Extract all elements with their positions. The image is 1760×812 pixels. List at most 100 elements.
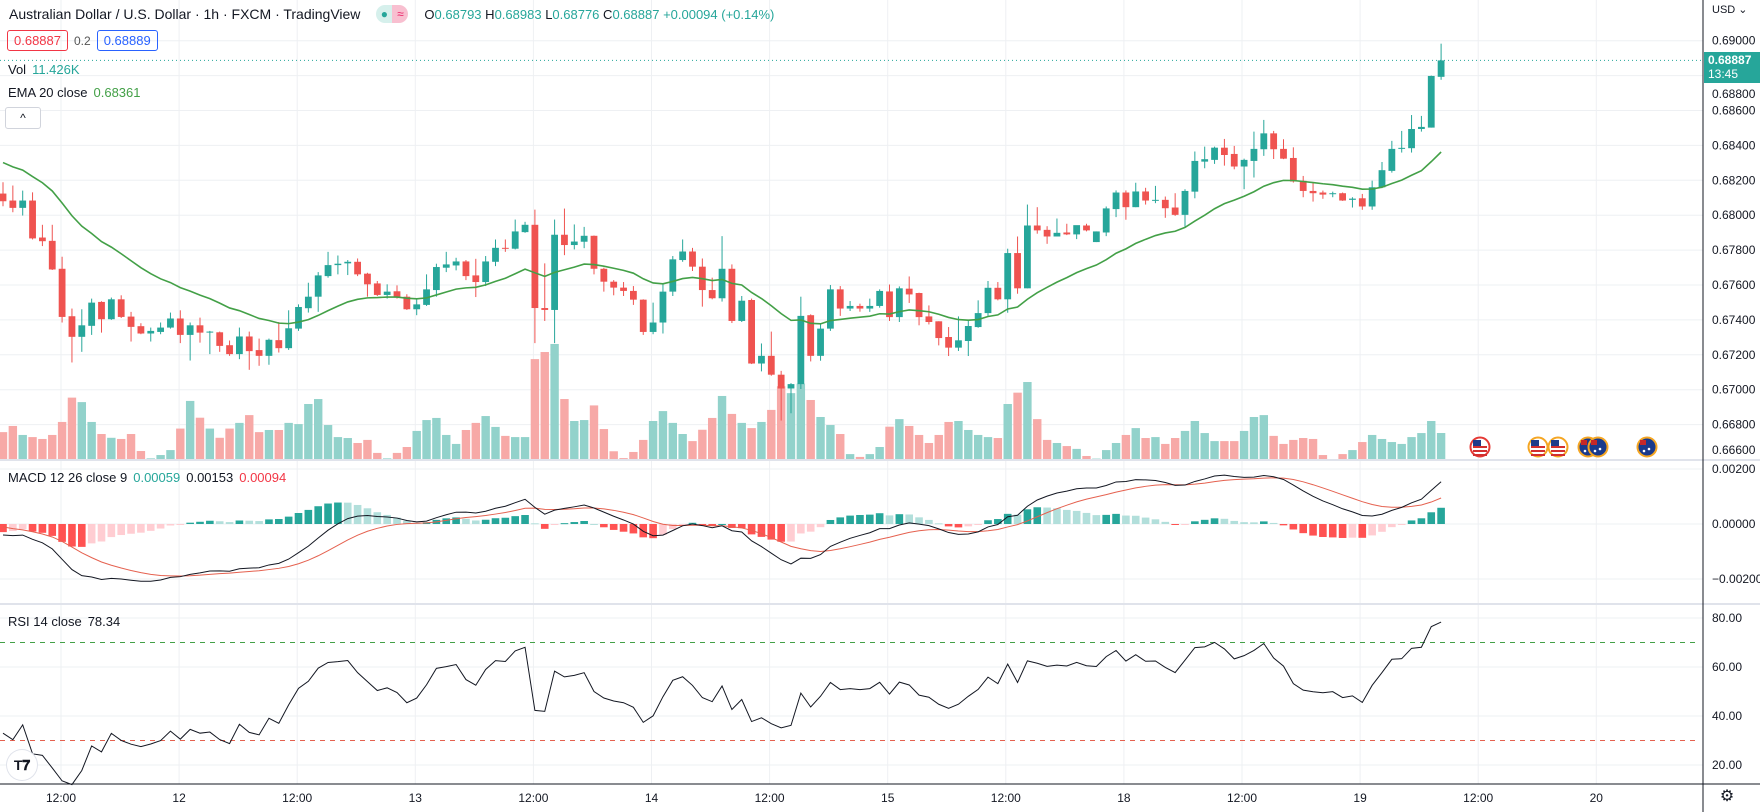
- au-event-icon[interactable]: [1587, 436, 1609, 458]
- us-event-icon[interactable]: [1527, 436, 1549, 458]
- volume-label: Vol: [8, 62, 27, 77]
- macd-legend[interactable]: MACD 12 26 close 9 0.00059 0.00153 0.000…: [8, 470, 286, 485]
- candle-body: [610, 281, 618, 288]
- flag-stripe: [1551, 450, 1565, 452]
- flag-canton: [1551, 440, 1559, 446]
- rsi-legend[interactable]: RSI 14 close 78.34: [8, 614, 120, 629]
- macd-histogram-bar: [1338, 524, 1347, 538]
- collapse-legend-button[interactable]: ^: [5, 107, 41, 129]
- volume-bar: [520, 437, 530, 460]
- volume-bar: [18, 434, 27, 460]
- macd-histogram-bar: [944, 524, 953, 527]
- candle-body: [265, 339, 273, 356]
- volume-bar: [1269, 435, 1278, 460]
- buy-button[interactable]: 0.68889: [96, 30, 158, 51]
- us-event-icon[interactable]: [1469, 436, 1491, 458]
- candle-body: [314, 275, 322, 297]
- volume-value: 11.426K: [32, 62, 80, 77]
- volume-bar: [48, 434, 57, 460]
- macd-histogram-bar: [1200, 519, 1209, 524]
- macd-histogram-bar: [757, 524, 766, 537]
- flag-star: [1598, 447, 1602, 451]
- macd-histogram-bar: [550, 524, 559, 525]
- candle-body: [442, 264, 450, 268]
- time-tick-label: 12:00: [1463, 791, 1493, 805]
- candle-body: [1043, 229, 1051, 237]
- symbol-legend: Australian Dollar / U.S. Dollar · 1h · F…: [9, 5, 774, 23]
- time-tick-label: 12:00: [46, 791, 76, 805]
- macd-histogram-bar: [97, 524, 106, 542]
- volume-bar: [205, 428, 215, 460]
- close-label: C: [603, 6, 613, 22]
- macd-histogram-bar: [866, 514, 874, 524]
- market-status-badge[interactable]: ● ≈: [376, 5, 409, 23]
- volume-bar: [422, 420, 431, 460]
- us-event-icon[interactable]: [1547, 436, 1569, 458]
- macd-histogram-bar: [245, 520, 254, 524]
- au-event-icon[interactable]: [1636, 436, 1658, 458]
- price-tick-label: 0.67600: [1712, 278, 1756, 292]
- macd-histogram-bar: [521, 515, 529, 524]
- volume-bar: [796, 383, 806, 460]
- volume-legend[interactable]: Vol 11.426K: [8, 62, 80, 77]
- candle-body: [600, 268, 608, 282]
- volume-bar: [914, 434, 924, 460]
- candle-body: [1309, 190, 1317, 194]
- macd-histogram-bar: [275, 519, 283, 524]
- candle-body: [639, 299, 647, 332]
- volume-bar: [688, 441, 697, 460]
- settings-gear-icon[interactable]: ⚙: [1719, 788, 1735, 805]
- volume-bar: [648, 421, 658, 460]
- volume-bar: [185, 400, 195, 460]
- volume-bar: [1210, 441, 1219, 460]
- candle-body: [1358, 198, 1366, 207]
- volume-bar: [944, 421, 953, 460]
- candle-body: [137, 326, 145, 334]
- volume-bar: [875, 447, 884, 460]
- data-delay-icon: ≈: [392, 5, 409, 23]
- macd-histogram-bar: [1319, 524, 1327, 538]
- price-axis-background: [1703, 0, 1760, 812]
- volume-bar: [599, 429, 609, 460]
- macd-histogram-bar: [343, 502, 352, 524]
- volume-bar: [1062, 446, 1071, 460]
- volume-bar: [895, 419, 904, 460]
- currency-selector[interactable]: USD ⌄: [1712, 4, 1748, 16]
- ema-legend[interactable]: EMA 20 close 0.68361: [8, 85, 141, 100]
- macd-histogram-bar: [1260, 521, 1268, 524]
- candle-body: [1388, 148, 1396, 171]
- volume-bar: [757, 421, 766, 460]
- time-tick-label: 20: [1590, 791, 1604, 805]
- candle-body: [226, 345, 233, 355]
- macd-histogram-bar: [1013, 514, 1022, 524]
- economic-events[interactable]: [1469, 436, 1658, 458]
- macd-histogram-bar: [452, 517, 460, 524]
- volume-bars: [0, 343, 1446, 460]
- candle-body: [905, 288, 913, 295]
- low-value: 0.68776: [552, 6, 600, 22]
- macd-histogram-bar: [1427, 512, 1436, 524]
- sell-button[interactable]: 0.68887: [7, 30, 68, 51]
- candle-body: [403, 296, 411, 310]
- macd-histogram-bar: [1082, 512, 1091, 524]
- candle-body: [304, 296, 312, 309]
- volume-bar: [451, 443, 461, 460]
- candle-body: [1260, 133, 1268, 150]
- candle-body: [836, 289, 844, 309]
- volume-bar: [747, 428, 756, 460]
- symbol-title[interactable]: Australian Dollar / U.S. Dollar · 1h · F…: [9, 6, 361, 22]
- time-tick-label: 12:00: [991, 791, 1021, 805]
- candle-body: [935, 321, 943, 339]
- volume-bar: [767, 409, 776, 460]
- candle-body: [1053, 232, 1061, 237]
- volume-bar: [1013, 392, 1022, 460]
- candle-body: [1083, 225, 1090, 231]
- volume-bar: [501, 435, 510, 460]
- volume-bar: [1397, 443, 1406, 460]
- volume-bar: [658, 411, 668, 460]
- volume-bar: [245, 415, 254, 460]
- macd-histogram-bar: [1437, 507, 1445, 524]
- candle-body: [1339, 193, 1346, 201]
- tradingview-logo[interactable]: T𝟕: [7, 750, 37, 780]
